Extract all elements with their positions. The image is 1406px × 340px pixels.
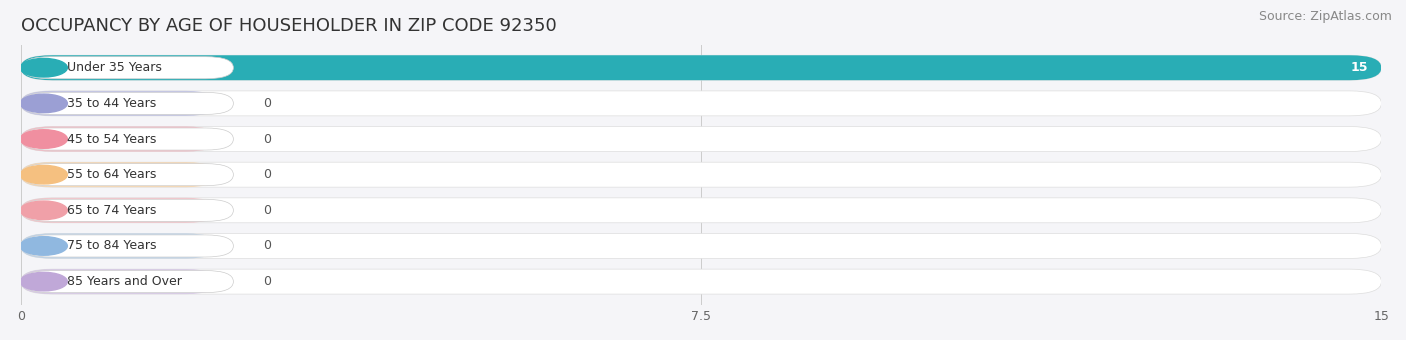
FancyBboxPatch shape bbox=[21, 234, 1382, 258]
FancyBboxPatch shape bbox=[21, 55, 1382, 80]
FancyBboxPatch shape bbox=[21, 198, 1382, 223]
Text: Under 35 Years: Under 35 Years bbox=[67, 61, 162, 74]
FancyBboxPatch shape bbox=[21, 198, 218, 223]
Text: 45 to 54 Years: 45 to 54 Years bbox=[67, 133, 156, 146]
Text: 0: 0 bbox=[263, 239, 271, 253]
Circle shape bbox=[20, 58, 67, 77]
FancyBboxPatch shape bbox=[22, 128, 233, 150]
Text: 0: 0 bbox=[263, 97, 271, 110]
FancyBboxPatch shape bbox=[21, 126, 218, 152]
Text: 85 Years and Over: 85 Years and Over bbox=[67, 275, 183, 288]
FancyBboxPatch shape bbox=[21, 234, 218, 258]
Text: Source: ZipAtlas.com: Source: ZipAtlas.com bbox=[1258, 10, 1392, 23]
FancyBboxPatch shape bbox=[21, 162, 1382, 187]
Circle shape bbox=[20, 130, 67, 148]
Circle shape bbox=[20, 165, 67, 184]
Text: OCCUPANCY BY AGE OF HOUSEHOLDER IN ZIP CODE 92350: OCCUPANCY BY AGE OF HOUSEHOLDER IN ZIP C… bbox=[21, 17, 557, 35]
Circle shape bbox=[20, 201, 67, 220]
Text: 0: 0 bbox=[263, 275, 271, 288]
FancyBboxPatch shape bbox=[21, 55, 1382, 80]
Text: 15: 15 bbox=[1350, 61, 1368, 74]
Text: 65 to 74 Years: 65 to 74 Years bbox=[67, 204, 156, 217]
Text: 0: 0 bbox=[263, 133, 271, 146]
Circle shape bbox=[20, 237, 67, 255]
FancyBboxPatch shape bbox=[21, 91, 1382, 116]
Circle shape bbox=[20, 272, 67, 291]
FancyBboxPatch shape bbox=[21, 126, 1382, 152]
Circle shape bbox=[20, 94, 67, 113]
Text: 0: 0 bbox=[263, 168, 271, 181]
FancyBboxPatch shape bbox=[21, 162, 218, 187]
FancyBboxPatch shape bbox=[21, 91, 218, 116]
FancyBboxPatch shape bbox=[22, 271, 233, 293]
FancyBboxPatch shape bbox=[22, 164, 233, 186]
FancyBboxPatch shape bbox=[22, 57, 233, 79]
Text: 55 to 64 Years: 55 to 64 Years bbox=[67, 168, 156, 181]
FancyBboxPatch shape bbox=[22, 92, 233, 115]
Text: 35 to 44 Years: 35 to 44 Years bbox=[67, 97, 156, 110]
Text: 75 to 84 Years: 75 to 84 Years bbox=[67, 239, 157, 253]
FancyBboxPatch shape bbox=[21, 269, 218, 294]
FancyBboxPatch shape bbox=[22, 199, 233, 221]
FancyBboxPatch shape bbox=[21, 269, 1382, 294]
FancyBboxPatch shape bbox=[22, 235, 233, 257]
Text: 0: 0 bbox=[263, 204, 271, 217]
